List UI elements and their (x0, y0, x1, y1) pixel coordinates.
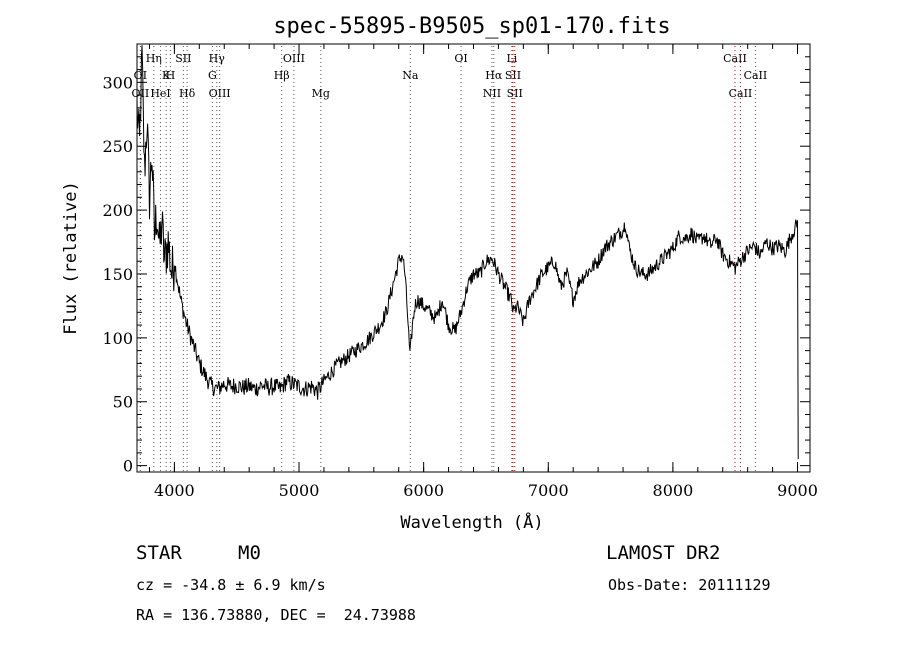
line-label-15: OI (454, 52, 467, 65)
line-label-10: OIII (209, 87, 231, 100)
line-label-8: Hγ (209, 52, 226, 65)
subclass-label: M0 (238, 542, 261, 564)
spectrum-line (136, 45, 799, 460)
line-label-20: SII (507, 87, 523, 100)
y-tick-label-0: 0 (123, 457, 133, 476)
line-label-16: Hα (485, 69, 503, 82)
x-tick-label-0: 4000 (154, 481, 195, 500)
x-tick-label-5: 9000 (777, 481, 818, 500)
spectral-line-markers: OI OII Hη HeI KH SII Hδ Hγ G OIII OIII Hβ Mg Na OI Hα NI… (132, 46, 768, 472)
axis-ticks: 4000 5000 6000 7000 8000 9000 0 50 100 150 200 250 3… (102, 43, 818, 500)
line-label-1: OII (132, 87, 150, 100)
line-label-13: Mg (312, 87, 330, 100)
line-label-4: K (162, 69, 171, 82)
line-label-9: G (208, 69, 217, 82)
line-label-18: Li (506, 52, 517, 65)
line-label-22: CaII (744, 69, 768, 82)
line-label-12: Hβ (274, 69, 290, 82)
line-label-21: CaII (723, 52, 747, 65)
redshift-readout: cz = -34.8 ± 6.9 km/s (136, 576, 326, 594)
y-tick-label-1: 50 (113, 393, 133, 412)
y-tick-label-6: 300 (102, 73, 133, 92)
obs-date-readout: Obs-Date: 20111129 (608, 576, 771, 594)
plot-frame (136, 43, 811, 473)
y-tick-label-4: 200 (102, 201, 133, 220)
y-tick-label-3: 150 (102, 265, 133, 284)
x-tick-label-1: 5000 (279, 481, 320, 500)
coordinates-readout: RA = 136.73880, DEC = 24.73988 (136, 606, 416, 624)
line-label-11: OIII (283, 52, 305, 65)
chart-title: spec-55895-B9505_sp01-170.fits (273, 14, 670, 39)
line-label-7: Hδ (179, 87, 196, 100)
class-label: STAR (136, 542, 182, 564)
line-label-0: OI (134, 69, 147, 82)
line-label-2: Hη (146, 52, 162, 65)
y-tick-label-2: 100 (102, 329, 133, 348)
line-label-23: CaII (729, 87, 753, 100)
line-label-19: SII (505, 69, 521, 82)
x-tick-label-2: 6000 (403, 481, 444, 500)
line-label-6: SII (175, 52, 191, 65)
x-tick-label-3: 7000 (528, 481, 569, 500)
line-label-5: H (166, 69, 176, 82)
x-axis-label: Wavelength (Å) (400, 511, 543, 533)
survey-label: LAMOST DR2 (606, 542, 721, 564)
line-label-14: Na (402, 69, 419, 82)
line-label-17: NII (483, 87, 501, 100)
x-tick-label-4: 8000 (653, 481, 694, 500)
y-tick-label-5: 250 (102, 137, 133, 156)
y-axis-label: Flux (relative) (61, 181, 81, 335)
line-label-3: HeI (150, 87, 170, 100)
